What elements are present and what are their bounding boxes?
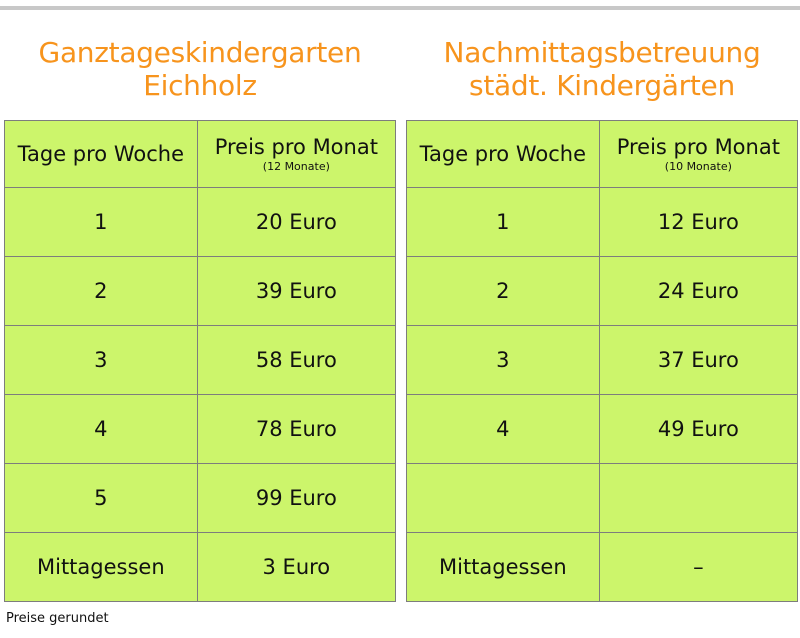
price-cell: 3 Euro bbox=[196, 532, 397, 602]
left-title-line1: Ganztageskindergarten bbox=[38, 36, 362, 69]
days-cell: 3 bbox=[4, 325, 198, 395]
header-price-label: Preis pro Monat bbox=[616, 135, 780, 159]
price-cell: 99 Euro bbox=[196, 463, 397, 533]
days-cell: 1 bbox=[406, 187, 600, 257]
days-cell: 1 bbox=[4, 187, 198, 257]
table-row: 2 39 Euro bbox=[4, 256, 397, 326]
table-row: 3 37 Euro bbox=[406, 325, 799, 395]
table-row: 3 58 Euro bbox=[4, 325, 397, 395]
days-cell bbox=[406, 463, 600, 533]
price-cell: 39 Euro bbox=[196, 256, 397, 326]
price-cell bbox=[598, 463, 799, 533]
days-cell: 2 bbox=[4, 256, 198, 326]
right-panel-title: Nachmittagsbetreuung städt. Kindergärten bbox=[406, 30, 798, 116]
header-price-sublabel: (10 Monate) bbox=[664, 160, 732, 173]
table-row: Mittagessen – bbox=[406, 532, 799, 602]
right-title-line1: Nachmittagsbetreuung bbox=[443, 36, 761, 69]
right-price-table: Tage pro Woche Preis pro Monat (10 Monat… bbox=[406, 120, 799, 602]
price-cell: 58 Euro bbox=[196, 325, 397, 395]
price-cell: 24 Euro bbox=[598, 256, 799, 326]
days-cell: 4 bbox=[4, 394, 198, 464]
days-cell: Mittagessen bbox=[4, 532, 198, 602]
right-panel: Nachmittagsbetreuung städt. Kindergärten… bbox=[406, 30, 799, 602]
header-days: Tage pro Woche bbox=[4, 120, 198, 188]
left-panel-title: Ganztageskindergarten Eichholz bbox=[4, 30, 396, 116]
price-cell: 20 Euro bbox=[196, 187, 397, 257]
table-row bbox=[406, 463, 799, 533]
right-title-line2: städt. Kindergärten bbox=[469, 69, 735, 102]
table-row: 1 12 Euro bbox=[406, 187, 799, 257]
table-row: 4 78 Euro bbox=[4, 394, 397, 464]
table-row: 1 20 Euro bbox=[4, 187, 397, 257]
left-price-table: Tage pro Woche Preis pro Monat (12 Monat… bbox=[4, 120, 397, 602]
footnote: Preise gerundet bbox=[6, 611, 109, 626]
price-cell: 78 Euro bbox=[196, 394, 397, 464]
table-row: 5 99 Euro bbox=[4, 463, 397, 533]
header-price-sublabel: (12 Monate) bbox=[262, 160, 330, 173]
left-title-line2: Eichholz bbox=[143, 69, 257, 102]
days-cell: 2 bbox=[406, 256, 600, 326]
days-cell: 3 bbox=[406, 325, 600, 395]
table-row: 4 49 Euro bbox=[406, 394, 799, 464]
days-cell: 5 bbox=[4, 463, 198, 533]
header-price: Preis pro Monat (12 Monate) bbox=[196, 120, 397, 188]
table-row: 2 24 Euro bbox=[406, 256, 799, 326]
price-cell: 37 Euro bbox=[598, 325, 799, 395]
header-days: Tage pro Woche bbox=[406, 120, 600, 188]
header-price-label: Preis pro Monat bbox=[214, 135, 378, 159]
price-cell: – bbox=[598, 532, 799, 602]
table-header-row: Tage pro Woche Preis pro Monat (10 Monat… bbox=[406, 120, 799, 188]
top-divider bbox=[0, 6, 800, 10]
table-header-row: Tage pro Woche Preis pro Monat (12 Monat… bbox=[4, 120, 397, 188]
price-cell: 49 Euro bbox=[598, 394, 799, 464]
header-price: Preis pro Monat (10 Monate) bbox=[598, 120, 799, 188]
price-cell: 12 Euro bbox=[598, 187, 799, 257]
days-cell: 4 bbox=[406, 394, 600, 464]
table-row: Mittagessen 3 Euro bbox=[4, 532, 397, 602]
days-cell: Mittagessen bbox=[406, 532, 600, 602]
left-panel: Ganztageskindergarten Eichholz Tage pro … bbox=[4, 30, 397, 602]
